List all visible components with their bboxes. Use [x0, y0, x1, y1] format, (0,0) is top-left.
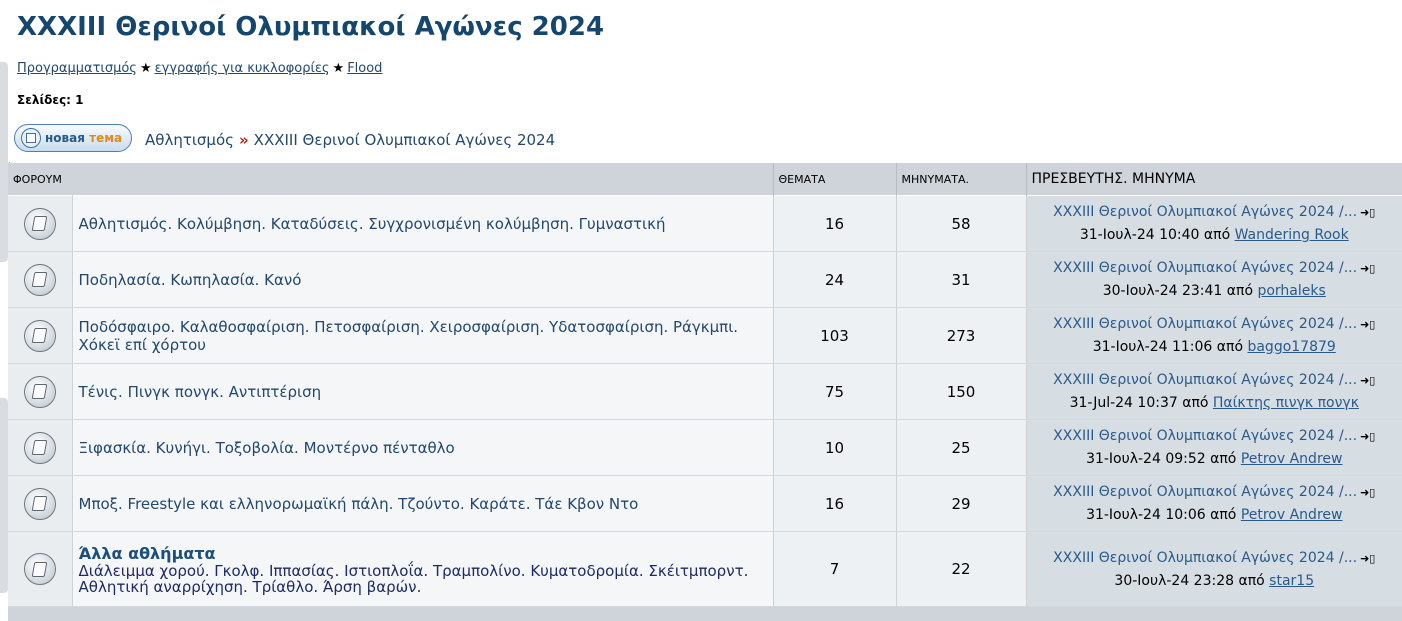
forum-book-icon [24, 488, 56, 520]
last-post-user-link[interactable]: Petrov Andrew [1241, 451, 1343, 467]
by-label: από [1238, 573, 1264, 589]
header-topics: ΘΕΜΑΤΑ [773, 163, 896, 196]
forum-book-icon [24, 553, 56, 585]
posts-count: 31 [896, 252, 1026, 308]
last-post-date: 30-Ιουλ-24 23:41 [1103, 283, 1223, 299]
last-post-date: 31-Ιουλ-24 11:06 [1093, 339, 1213, 355]
forum-description: Διάλειμμα χορού. Γκολφ. Ιππασίας. Ιστιοπ… [79, 563, 772, 595]
last-post-topic-link[interactable]: XXXIII Θερινοί Ολυμπιακοί Αγώνες 2024 /.… [1053, 204, 1357, 220]
by-label: από [1217, 339, 1243, 355]
last-post-topic-link[interactable]: XXXIII Θερινοί Ολυμπιακοί Αγώνες 2024 /.… [1053, 260, 1357, 276]
forum-link[interactable]: Άλλα αθλήματα [79, 544, 772, 563]
table-row: Ποδηλασία. Κωπηλασία. Κανό 24 31 XXXIII … [8, 252, 1402, 308]
table-row: Μποξ. Freestyle και ελληνορωμαϊκή πάλη. … [8, 476, 1402, 532]
table-row: Άλλα αθλήματα Διάλειμμα χορού. Γκολφ. Ιπ… [8, 532, 1402, 607]
go-to-last-post-icon[interactable]: ➜▯ [1360, 486, 1375, 499]
go-to-last-post-icon[interactable]: ➜▯ [1360, 430, 1375, 443]
posts-count: 25 [896, 420, 1026, 476]
last-post-topic-link[interactable]: XXXIII Θερινοί Ολυμπιακοί Αγώνες 2024 /.… [1053, 428, 1357, 444]
new-topic-label: новая тема [45, 131, 122, 145]
header-posts: ΜΗΝΥΜΑΤΑ. [896, 163, 1026, 196]
nav-link-flood[interactable]: Flood [347, 61, 382, 76]
topics-count: 75 [773, 364, 896, 420]
breadcrumb-separator: » [239, 131, 249, 149]
forum-link[interactable]: Ξιφασκία. Κυνήγι. Τοξοβολία. Μοντέρνο πέ… [79, 439, 455, 457]
last-post-user-link[interactable]: Παίκτης πινγκ πονγκ [1213, 395, 1359, 411]
last-post-user-link[interactable]: Wandering Rook [1235, 227, 1349, 243]
forum-book-icon [24, 208, 56, 240]
last-post-date: 31-Ιουλ-24 10:06 [1086, 507, 1206, 523]
forum-link[interactable]: Αθλητισμός. Κολύμβηση. Καταδύσεις. Συγχρ… [79, 215, 666, 233]
by-label: από [1210, 507, 1236, 523]
last-post-user-link[interactable]: Petrov Andrew [1241, 507, 1343, 523]
last-post-date: 31-Jul-24 10:37 [1070, 395, 1178, 411]
last-post-topic-link[interactable]: XXXIII Θερινοί Ολυμπιακοί Αγώνες 2024 /.… [1053, 550, 1357, 566]
forum-link[interactable]: Μποξ. Freestyle και ελληνορωμαϊκή πάλη. … [79, 495, 639, 513]
go-to-last-post-icon[interactable]: ➜▯ [1360, 374, 1375, 387]
breadcrumb-current[interactable]: XXXIII Θερινοί Ολυμπιακοί Αγώνες 2024 [254, 131, 555, 149]
by-label: από [1227, 283, 1253, 299]
forum-link[interactable]: Τένις. Πινγκ πονγκ. Αντιπτέριση [79, 383, 322, 401]
forum-link[interactable]: Ποδηλασία. Κωπηλασία. Κανό [79, 271, 302, 289]
last-post-topic-link[interactable]: XXXIII Θερινοί Ολυμπιακοί Αγώνες 2024 /.… [1053, 316, 1357, 332]
forum-link[interactable]: Ποδόσφαιρο. Καλαθοσφαίριση. Πετοσφαίριση… [79, 318, 739, 354]
go-to-last-post-icon[interactable]: ➜▯ [1360, 552, 1375, 565]
breadcrumb: Αθλητισμός » XXXIII Θερινοί Ολυμπιακοί Αγώ… [145, 131, 555, 149]
topics-count: 16 [773, 196, 896, 252]
by-label: από [1204, 227, 1230, 243]
page-title: XXXIII Θερινοί Ολυμπιακοί Αγώνες 2024 [17, 12, 604, 42]
last-post-user-link[interactable]: porhaleks [1257, 283, 1325, 299]
posts-count: 150 [896, 364, 1026, 420]
by-label: από [1210, 451, 1236, 467]
go-to-last-post-icon[interactable]: ➜▯ [1360, 262, 1375, 275]
forum-book-icon [24, 376, 56, 408]
table-row: Τένις. Πινγκ πονγκ. Αντιπτέριση 75 150 X… [8, 364, 1402, 420]
header-forum: ΦΟΡΟΥΜ [8, 163, 773, 196]
last-post-user-link[interactable]: star15 [1269, 573, 1314, 589]
topics-count: 7 [773, 532, 896, 607]
last-post-topic-link[interactable]: XXXIII Θερινοί Ολυμπιακοί Αγώνες 2024 /.… [1053, 372, 1357, 388]
nav-links: Προγραμματισμός★εγγραφής για κυκλοφορίες… [17, 61, 382, 76]
table-footer [8, 607, 1402, 621]
forum-book-icon [24, 432, 56, 464]
last-post-date: 30-Ιουλ-24 23:28 [1114, 573, 1234, 589]
topics-count: 10 [773, 420, 896, 476]
table-row: Ξιφασκία. Κυνήγι. Τοξοβολία. Μοντέρνο πέ… [8, 420, 1402, 476]
pages-label: Σελίδες: 1 [17, 93, 84, 107]
header-last-post: ΠΡΕΣΒΕΥΤΗΣ. ΜΗΝΥΜΑ [1026, 163, 1402, 196]
posts-count: 29 [896, 476, 1026, 532]
table-header: ΦΟΡΟΥΜ ΘΕΜΑΤΑ ΜΗΝΥΜΑΤΑ. ΠΡΕΣΒΕΥΤΗΣ. ΜΗΝΥ… [8, 163, 1402, 196]
star-separator-icon: ★ [140, 61, 152, 76]
last-post-topic-link[interactable]: XXXIII Θερινοί Ολυμπιακοί Αγώνες 2024 /.… [1053, 484, 1357, 500]
posts-count: 273 [896, 308, 1026, 364]
posts-count: 22 [896, 532, 1026, 607]
go-to-last-post-icon[interactable]: ➜▯ [1360, 206, 1375, 219]
by-label: από [1182, 395, 1208, 411]
new-topic-icon [21, 128, 41, 148]
left-collapse-tab[interactable] [0, 62, 8, 262]
last-post-date: 31-Ιουλ-24 09:52 [1086, 451, 1206, 467]
forum-book-icon [24, 320, 56, 352]
go-to-last-post-icon[interactable]: ➜▯ [1360, 318, 1375, 331]
table-row: Ποδόσφαιρο. Καλαθοσφαίριση. Πετοσφαίριση… [8, 308, 1402, 364]
table-row: Αθλητισμός. Κολύμβηση. Καταδύσεις. Συγχρ… [8, 196, 1402, 252]
new-topic-button[interactable]: новая тема [14, 124, 132, 152]
nav-link-programming[interactable]: Προγραμματισμός [17, 61, 137, 76]
left-collapse-tab-lower[interactable] [0, 398, 8, 593]
breadcrumb-parent[interactable]: Αθλητισμός [145, 131, 234, 149]
topics-count: 103 [773, 308, 896, 364]
topics-count: 24 [773, 252, 896, 308]
forum-table: ΦΟΡΟΥΜ ΘΕΜΑΤΑ ΜΗΝΥΜΑΤΑ. ΠΡΕΣΒΕΥΤΗΣ. ΜΗΝΥ… [8, 163, 1402, 621]
last-post-user-link[interactable]: baggo17879 [1247, 339, 1335, 355]
star-separator-icon: ★ [333, 61, 345, 76]
last-post-date: 31-Ιουλ-24 10:40 [1080, 227, 1200, 243]
forum-book-icon [24, 264, 56, 296]
posts-count: 58 [896, 196, 1026, 252]
topics-count: 16 [773, 476, 896, 532]
nav-link-release-registration[interactable]: εγγραφής για κυκλοφορίες [155, 61, 330, 76]
